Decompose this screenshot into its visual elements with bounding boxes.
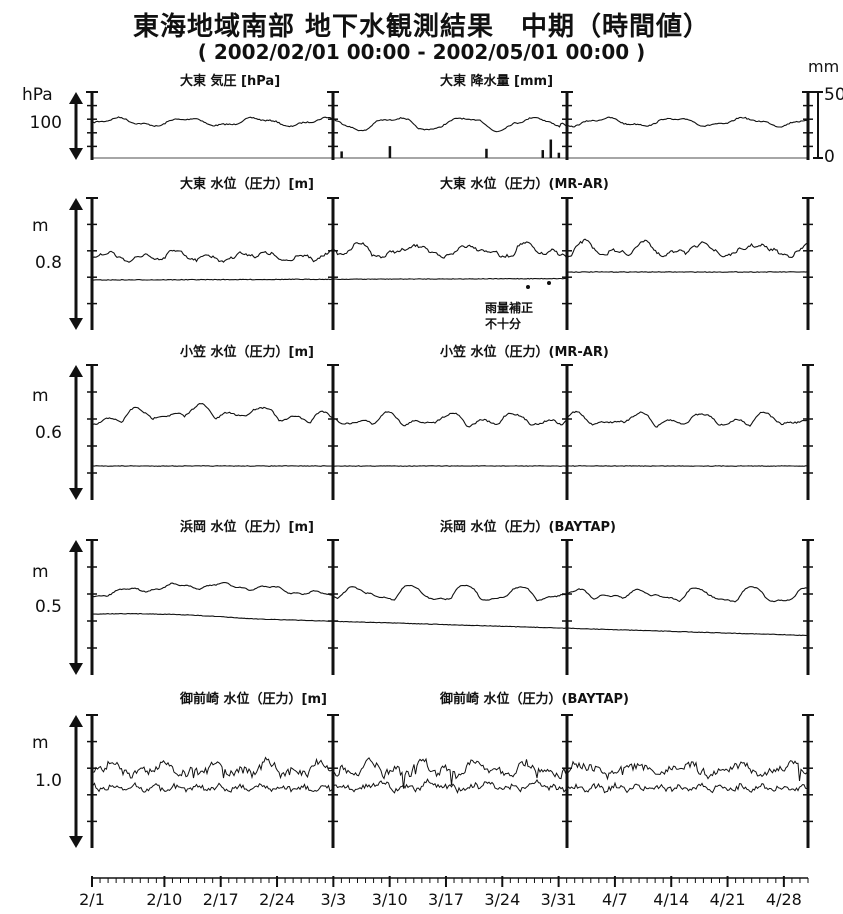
x-axis: 2/1 2/10 2/17 2/24 3/3 3/10 3/17 3/24 3/31 4/7 4/1… (79, 876, 809, 909)
x-tick-label-2: 2/17 (203, 890, 239, 909)
data-traces (92, 116, 808, 795)
panel-2-left-label: 小笠 水位（圧力）[m] (180, 344, 314, 360)
rain-bar-1 (388, 146, 392, 158)
panel-0-right-label: 大東 降水量 [mm] (440, 73, 553, 89)
ogasa-raw-series (92, 403, 808, 428)
panel-3-right-label: 浜岡 水位（圧力）(BAYTAP) (440, 519, 616, 535)
panel-frames (69, 91, 823, 848)
x-tick-label-11: 4/21 (710, 890, 746, 909)
panel-0-arrow-up (69, 92, 83, 104)
panel-3-unit: m (32, 562, 49, 582)
annotation-dot-2 (547, 281, 551, 285)
panel-0-unit: hPa (22, 85, 53, 105)
x-tick-label-10: 4/14 (653, 890, 689, 909)
chart-title: 東海地域南部 地下水観測結果 中期（時間値） (132, 12, 711, 42)
x-tick-label-8: 3/31 (541, 890, 577, 909)
x-tick-label-12: 4/28 (766, 890, 802, 909)
rain-tick-bottom: 0 (824, 147, 835, 167)
x-tick-label-1: 2/10 (146, 890, 182, 909)
rain-bar-4 (549, 139, 553, 158)
panel-2-tick-label: 0.6 (35, 423, 62, 443)
x-tick-label-9: 4/7 (602, 890, 628, 909)
x-tick-label-0: 2/1 (79, 890, 105, 909)
panel-labels: 大東 気圧 [hPa] 大東 降水量 [mm] hPa 100 大東 水位（圧力）[m]… (22, 57, 843, 791)
panel-0-tick-label: 100 (30, 113, 62, 133)
panel-1-arrow-up (69, 198, 83, 210)
ohigashi-raw-series (92, 238, 808, 263)
rain-bar-0 (340, 151, 343, 158)
rain-tick-top: 50 (824, 85, 843, 105)
rain-unit: mm (808, 57, 839, 76)
hamaoka-baytap-series (92, 612, 808, 637)
panel-1-unit: m (32, 216, 49, 236)
panel-2-arrow-up (69, 365, 83, 377)
panel-3-left-label: 浜岡 水位（圧力）[m] (180, 519, 314, 535)
panel-1-tick-label: 0.8 (35, 253, 62, 273)
chart-subtitle: ( 2002/02/01 00:00 - 2002/05/01 00:00 ) (197, 40, 646, 64)
annotation-line-0: 雨量補正 (485, 300, 533, 315)
panel-1-arrow-down (69, 318, 83, 330)
annotation-line-1: 不十分 (485, 316, 521, 331)
panel-4-arrow-up (69, 715, 83, 727)
panel-2-right-label: 小笠 水位（圧力）(MR-AR) (440, 344, 609, 360)
panel-4-arrow-down (69, 836, 83, 848)
ogasa-mrar-series (92, 465, 807, 467)
rain-bar-5 (557, 152, 561, 158)
x-tick-label-7: 3/24 (484, 890, 520, 909)
panel-2-arrow-down (69, 488, 83, 500)
ohigashi-mrar-series (92, 271, 808, 281)
omaezaki-raw-series (92, 756, 808, 789)
x-tick-label-4: 3/3 (320, 890, 346, 909)
panel-2-unit: m (32, 386, 49, 406)
panel-3-arrow-down (69, 663, 83, 675)
panel-4-unit: m (32, 733, 49, 753)
annotation-dot-1 (526, 285, 530, 289)
panel-4-tick-label: 1.0 (35, 771, 62, 791)
x-tick-label-5: 3/10 (372, 890, 408, 909)
x-tick-label-3: 2/24 (259, 890, 295, 909)
hamaoka-raw-series (92, 581, 808, 603)
rain-bar-2 (485, 148, 488, 158)
x-tick-label-6: 3/17 (428, 890, 464, 909)
pressure-series (92, 116, 808, 133)
panel-1-right-label: 大東 水位（圧力）(MR-AR) (440, 176, 609, 192)
panel-3-tick-label: 0.5 (35, 597, 62, 617)
panel-4-left-label: 御前崎 水位（圧力）[m] (179, 691, 327, 707)
rain-bar-3 (541, 150, 545, 158)
panel-0-arrow-down (69, 148, 83, 160)
panel-3-arrow-up (69, 540, 83, 552)
panel-0-left-label: 大東 気圧 [hPa] (180, 73, 280, 89)
panel-4-right-label: 御前崎 水位（圧力）(BAYTAP) (439, 691, 629, 707)
panel-1-left-label: 大東 水位（圧力）[m] (180, 176, 314, 192)
omaezaki-baytap-series (92, 778, 808, 795)
